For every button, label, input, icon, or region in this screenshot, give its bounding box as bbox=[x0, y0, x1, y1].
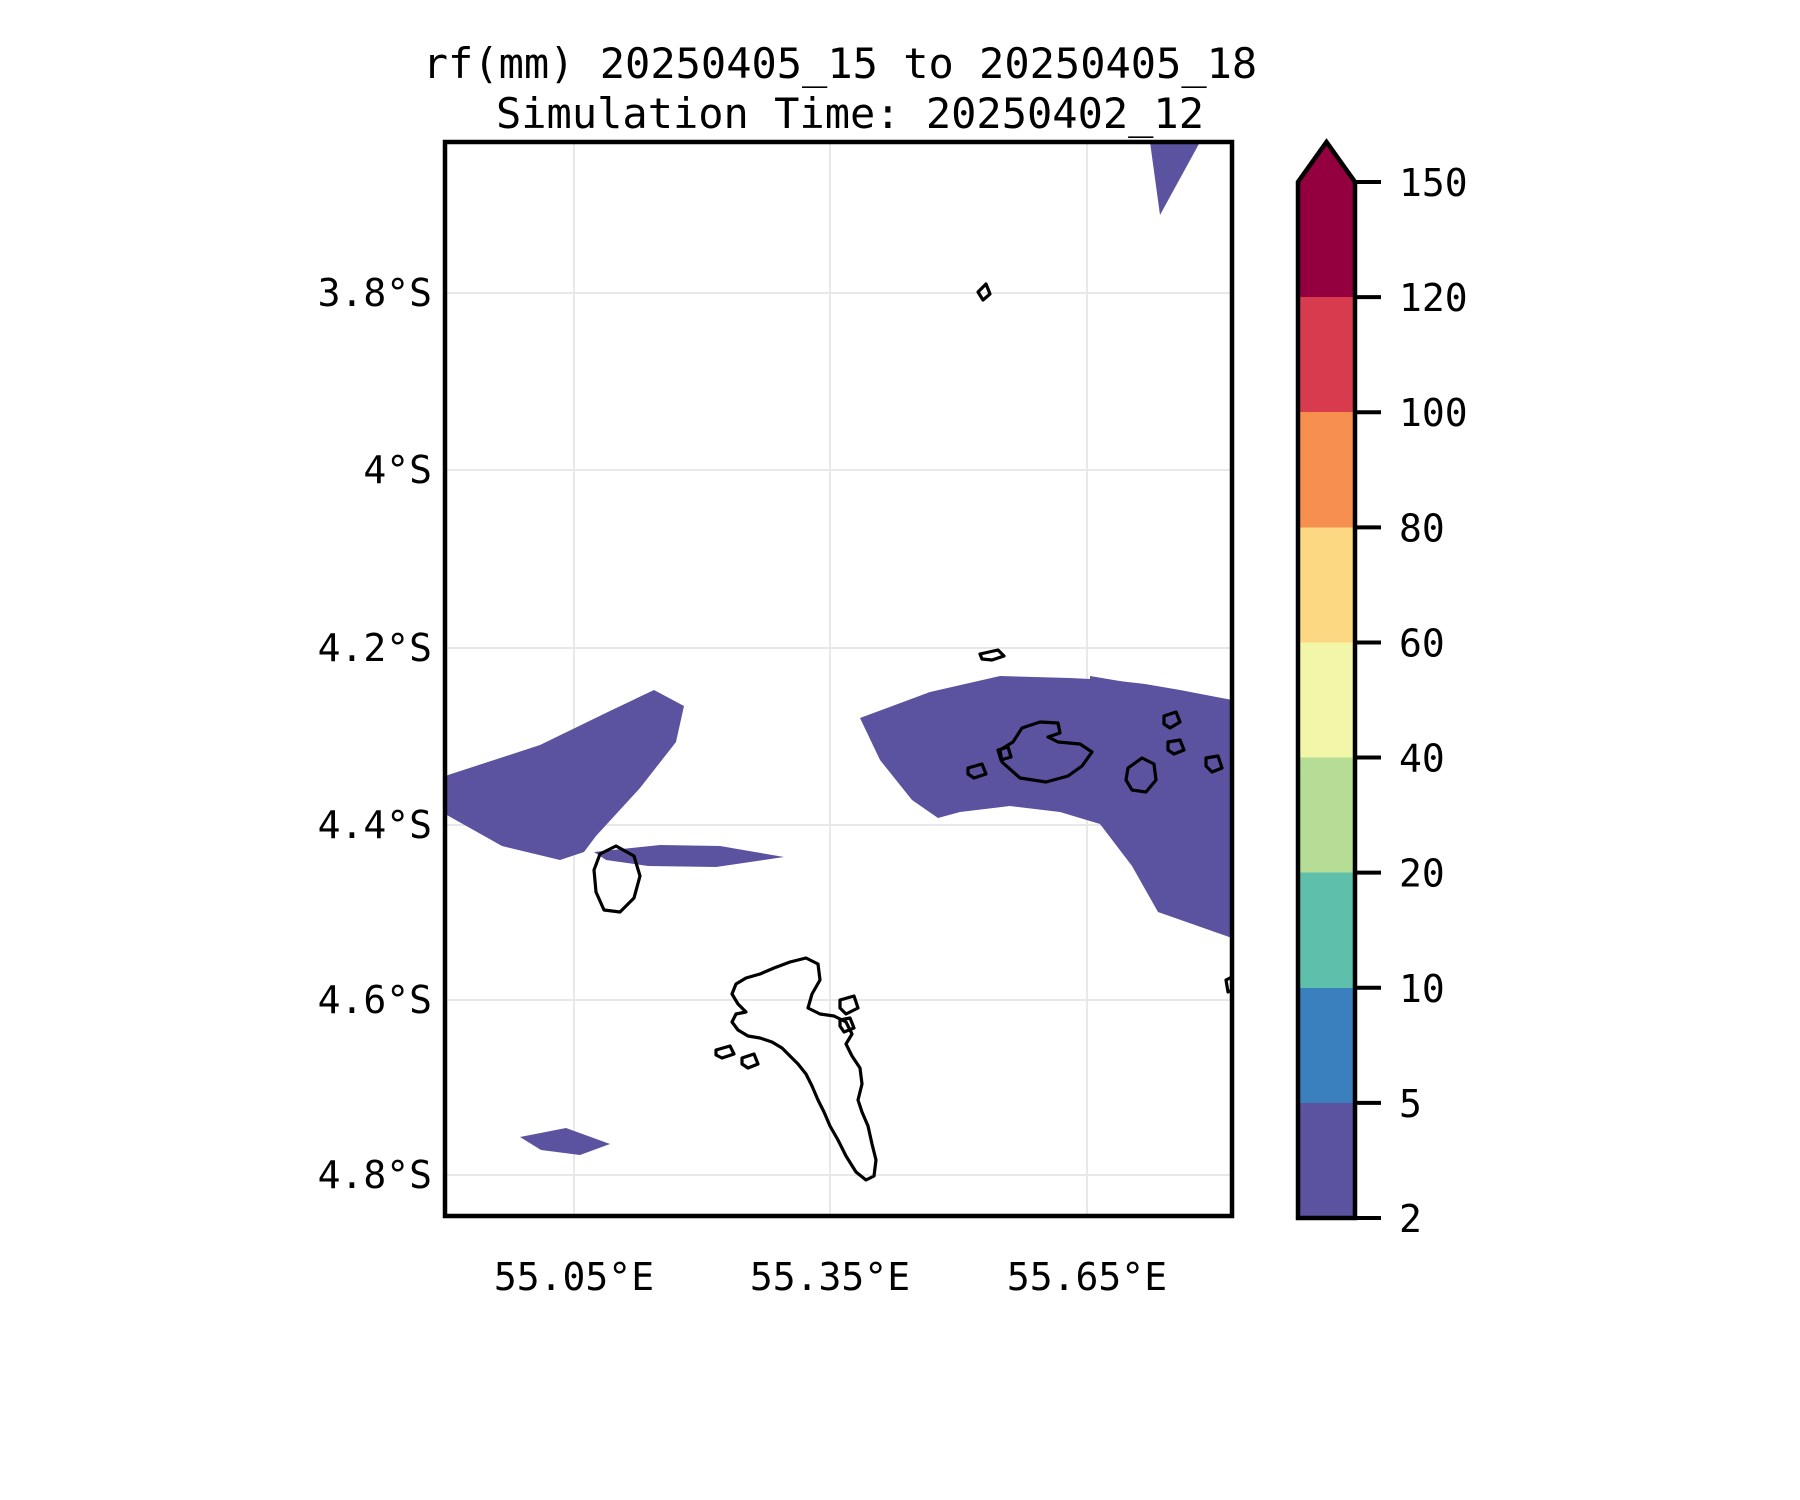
ytick-label-3: 4.4°S bbox=[318, 803, 432, 847]
coastline-islet-praslin-north bbox=[978, 648, 1006, 662]
chart-title-line-1: rf(mm) 20250405_15 to 20250405_18 bbox=[423, 39, 1257, 88]
colorbar-label-40: 40 bbox=[1399, 737, 1445, 781]
ytick-label-5: 4.8°S bbox=[318, 1153, 432, 1197]
coastline-praslin bbox=[998, 720, 1094, 784]
colorbar-segment-40-60 bbox=[1298, 642, 1355, 758]
colorbar-segment-2-5 bbox=[1298, 1102, 1355, 1218]
ytick-label-1: 4°S bbox=[363, 448, 432, 492]
colorbar-label-120: 120 bbox=[1399, 276, 1468, 320]
colorbar-segment-60-80 bbox=[1298, 527, 1355, 643]
colorbar-frame bbox=[1295, 138, 1358, 1221]
rainfall-polygon-west bbox=[445, 690, 684, 860]
coastline-islet-conception bbox=[740, 1052, 760, 1070]
xtick-label-2: 55.65°E bbox=[1007, 1255, 1167, 1299]
colorbar-ticks bbox=[1355, 180, 1381, 1220]
colorbar-label-150: 150 bbox=[1399, 161, 1468, 205]
coastline-islet-curieuse bbox=[1162, 710, 1182, 730]
coastline-islet-cerf bbox=[838, 1016, 856, 1034]
coastline-islet-cousin bbox=[966, 762, 988, 780]
coastline-islet-north bbox=[976, 282, 992, 302]
map-axes bbox=[442, 139, 1235, 1219]
colorbar-extend-arrow bbox=[1298, 142, 1355, 182]
colorbar-segment-120-150 bbox=[1298, 182, 1355, 298]
colorbar: 2 5 10 20 40 60 80 100 120 150 bbox=[1295, 138, 1468, 1241]
colorbar-label-2: 2 bbox=[1399, 1197, 1422, 1241]
colorbar-segment-10-20 bbox=[1298, 872, 1355, 988]
coastline-la-digue bbox=[1124, 756, 1158, 794]
coastline-islet-aride bbox=[996, 745, 1013, 762]
colorbar-segment-5-10 bbox=[1298, 987, 1355, 1103]
colorbar-label-10: 10 bbox=[1399, 967, 1445, 1011]
coastline-silhouette bbox=[592, 844, 642, 914]
rainfall-polygon-west-sliver bbox=[594, 845, 784, 867]
colorbar-label-80: 80 bbox=[1399, 506, 1445, 550]
ytick-label-4: 4.6°S bbox=[318, 978, 432, 1022]
rainfall-contour-layer bbox=[445, 142, 1232, 1155]
rainfall-polygon-southwest-lens bbox=[520, 1128, 610, 1155]
rainfall-polygon-north bbox=[1150, 142, 1200, 215]
map-plot-background bbox=[445, 142, 1232, 1216]
xtick-label-1: 55.35°E bbox=[750, 1255, 910, 1299]
y-axis-tick-labels: 3.8°S 4°S 4.2°S 4.4°S 4.6°S 4.8°S bbox=[318, 271, 432, 1197]
colorbar-tick-labels: 2 5 10 20 40 60 80 100 120 150 bbox=[1399, 161, 1468, 1241]
colorbar-segment-80-100 bbox=[1298, 412, 1355, 528]
xtick-label-0: 55.05°E bbox=[494, 1255, 654, 1299]
ytick-label-2: 4.2°S bbox=[318, 626, 432, 670]
coastline-islet-therese bbox=[714, 1044, 736, 1060]
colorbar-segment-20-40 bbox=[1298, 757, 1355, 873]
chart-title-line-2: Simulation Time: 20250402_12 bbox=[496, 89, 1204, 138]
ytick-label-0: 3.8°S bbox=[318, 271, 432, 315]
coastline-islet-ste-anne bbox=[838, 994, 860, 1016]
colorbar-segments bbox=[1298, 182, 1355, 1218]
colorbar-segment-100-120 bbox=[1298, 297, 1355, 413]
colorbar-label-20: 20 bbox=[1399, 852, 1445, 896]
coastline-islet-marianne bbox=[1204, 754, 1224, 774]
colorbar-label-5: 5 bbox=[1399, 1082, 1422, 1126]
map-axes-frame bbox=[442, 139, 1235, 1219]
colorbar-label-100: 100 bbox=[1399, 391, 1468, 435]
coastline-islet-felicite bbox=[1166, 738, 1186, 756]
x-axis-tick-labels: 55.05°E 55.35°E 55.65°E bbox=[494, 1255, 1167, 1299]
rainfall-polygon-east-right bbox=[1090, 676, 1232, 938]
colorbar-label-60: 60 bbox=[1399, 621, 1445, 665]
